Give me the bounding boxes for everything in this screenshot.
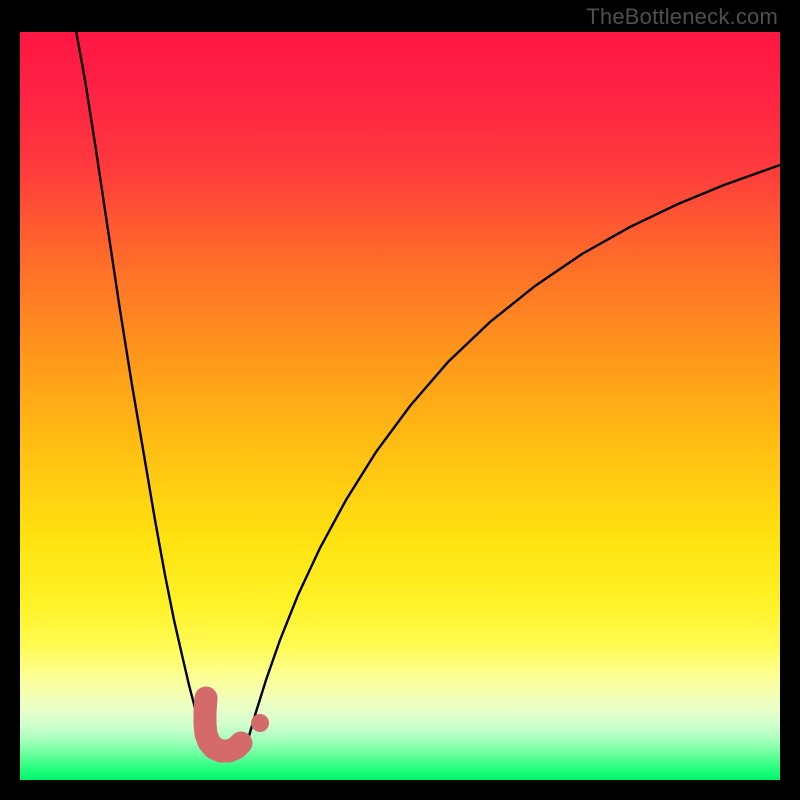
curve-right [244, 165, 780, 752]
curve-left [75, 25, 211, 750]
marker-hook [205, 698, 241, 751]
curves-overlay [0, 0, 800, 800]
canvas-root: TheBottleneck.com [0, 0, 800, 800]
watermark-text: TheBottleneck.com [586, 4, 778, 30]
marker-dot [251, 714, 269, 732]
